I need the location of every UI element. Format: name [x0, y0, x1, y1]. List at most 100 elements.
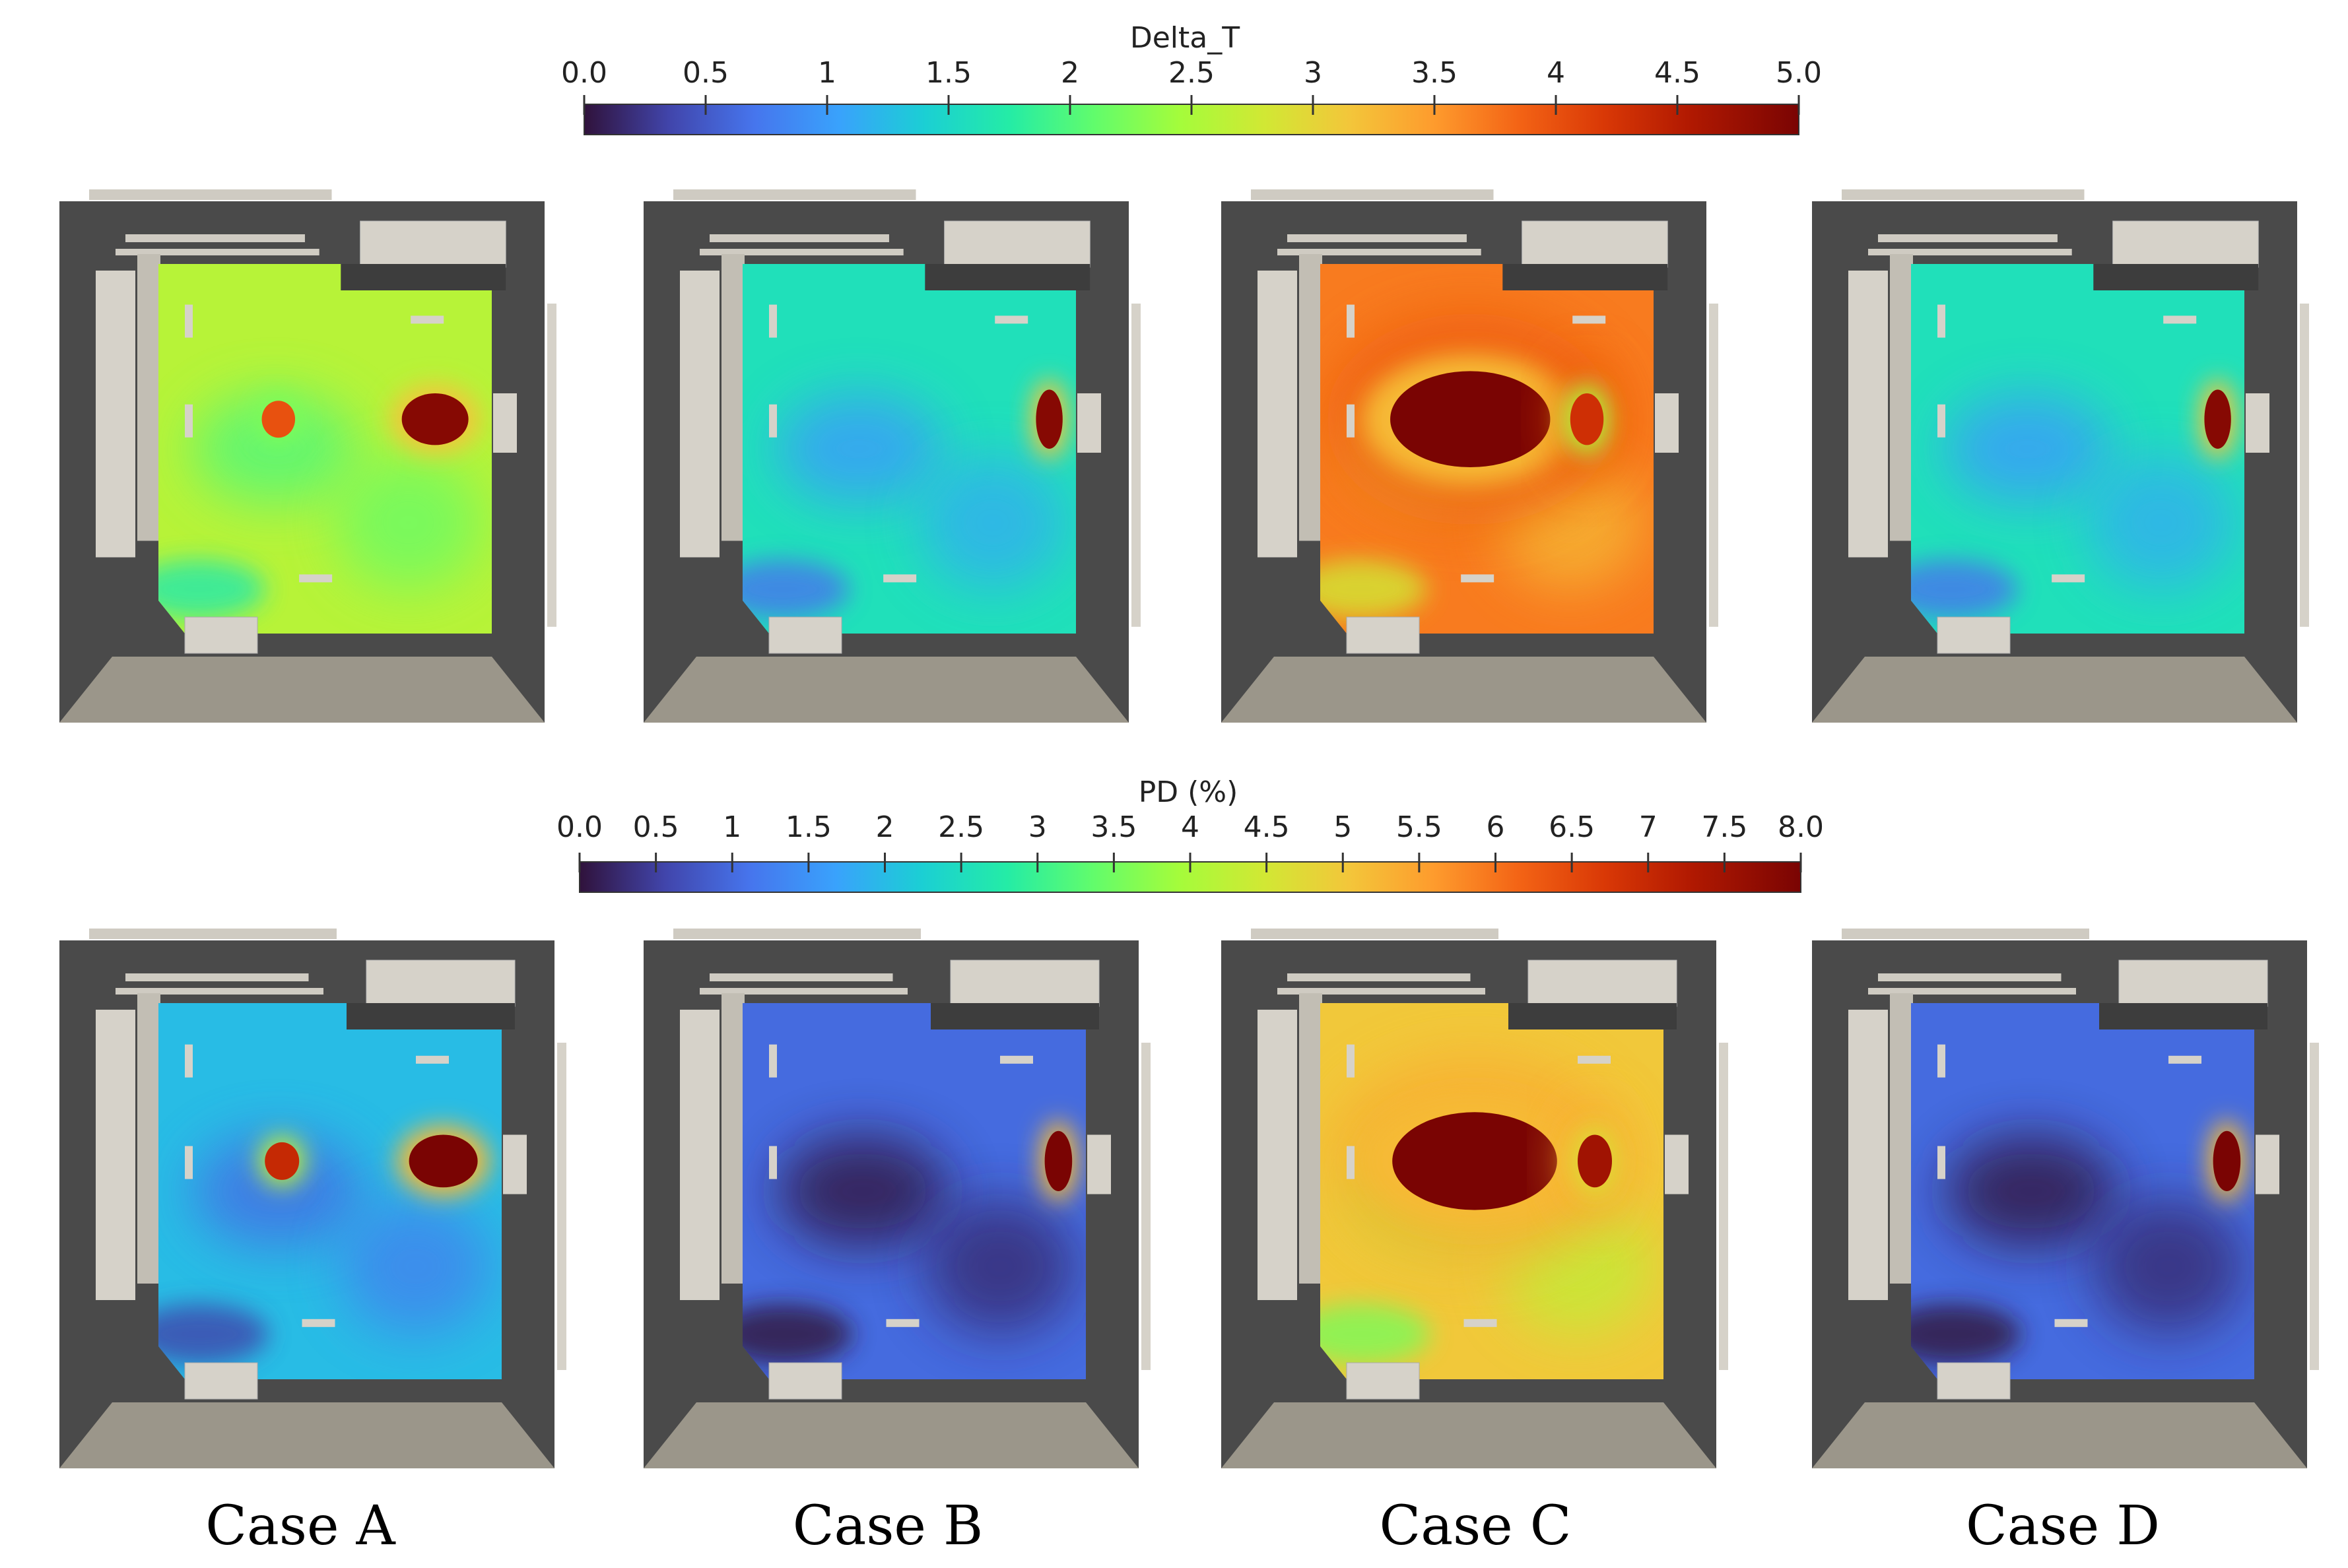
floor-box [184, 616, 258, 654]
ceiling-ledge [89, 929, 337, 939]
room-panel-c-pd [1221, 929, 1728, 1468]
room-floor-edge [644, 657, 1129, 723]
hotspot [1578, 1134, 1612, 1188]
floor-vent [1463, 1319, 1497, 1327]
temperature-field [1911, 264, 2244, 634]
ceiling-unit-shadow [347, 1003, 515, 1029]
floor-vent [2052, 574, 2085, 583]
ceiling-unit-shadow [925, 264, 1090, 290]
colorbar-tick-label: 4 [1547, 56, 1565, 90]
floor-box [1937, 616, 2011, 654]
field-variation [2087, 456, 2234, 589]
ceiling-ledge [116, 988, 323, 995]
door-handle [2256, 1134, 2279, 1194]
case-label-c: Case C [1379, 1495, 1571, 1557]
hotspot [401, 393, 469, 445]
room-floor-edge [1812, 657, 2297, 723]
door-handle [2246, 393, 2269, 453]
field-variation [191, 393, 358, 504]
ceiling-ledge [700, 988, 908, 995]
hotspot [1570, 393, 1604, 445]
ceiling-ledge [1277, 988, 1485, 995]
ceiling-ledge [1251, 189, 1494, 200]
left-cabinet [1258, 1010, 1297, 1300]
wall-vent [1937, 404, 1945, 438]
ceiling-ledge [1868, 249, 2072, 255]
colorbar-tick-label: 1.5 [925, 56, 972, 90]
room-panel-a-pd [59, 929, 566, 1468]
wall-vent [1347, 304, 1355, 338]
colorbar-tick-label: 6 [1487, 810, 1505, 844]
ceiling-ledge [1251, 929, 1498, 939]
field-variation [340, 1198, 492, 1334]
ceiling-unit [1527, 960, 1677, 1007]
ceiling-vent [416, 1055, 449, 1064]
colorbar-tick-label: 3 [1304, 56, 1322, 90]
ceiling-ledge [673, 189, 916, 200]
left-cabinet-side [721, 254, 745, 541]
right-panel [1709, 304, 1718, 627]
left-cabinet [680, 1010, 720, 1300]
field-variation [1944, 393, 2111, 504]
field-variation [776, 393, 943, 504]
ceiling-unit [366, 960, 516, 1007]
hotspot [2204, 389, 2231, 449]
door-handle [1665, 1134, 1689, 1194]
ceiling-ledge [710, 234, 889, 242]
room-panel-a-delta-t [59, 189, 556, 723]
ceiling-unit [2118, 960, 2268, 1007]
colorbar-tick-label: 8.0 [1778, 810, 1824, 844]
floor-box [1937, 1362, 2011, 1400]
colorbar-tick-label: 5.0 [1776, 56, 1822, 90]
colorbar-tick-label: 1.5 [786, 810, 832, 844]
colorbar-tick-label: 4.5 [1244, 810, 1290, 844]
left-cabinet [96, 1010, 135, 1300]
left-cabinet-side [1299, 993, 1322, 1284]
ceiling-ledge [1878, 973, 2062, 981]
left-cabinet-side [1890, 993, 1913, 1284]
field-variation [743, 560, 850, 619]
right-panel [557, 1043, 566, 1370]
wall-vent [1937, 1044, 1945, 1078]
field-variation [919, 456, 1066, 589]
ceiling-ledge [710, 973, 893, 981]
left-cabinet-side [137, 254, 160, 541]
field-variation [1911, 1304, 2021, 1365]
temperature-field [1320, 264, 1654, 634]
ceiling-ledge [1842, 929, 2089, 939]
colorbar-tick-label: 5.5 [1396, 810, 1442, 844]
ceiling-unit-shadow [2093, 264, 2259, 290]
right-panel [1131, 304, 1141, 627]
ceiling-vent [1578, 1055, 1611, 1064]
field-variation [1320, 1304, 1430, 1365]
ceiling-ledge [125, 973, 309, 981]
floor-vent [1461, 574, 1494, 583]
hotspot [265, 1142, 300, 1180]
colorbar-tick-label: 1 [818, 56, 836, 90]
left-cabinet [1258, 271, 1297, 558]
case-label-b: Case B [793, 1495, 984, 1557]
ceiling-unit [950, 960, 1100, 1007]
ceiling-ledge [125, 234, 305, 242]
room-panel-b-pd [644, 929, 1151, 1468]
ceiling-unit [360, 220, 506, 268]
right-panel [1719, 1043, 1728, 1370]
colorbar-tick-label: 2 [1061, 56, 1079, 90]
wall-vent [1347, 1044, 1355, 1078]
room-floor-edge [1221, 657, 1706, 723]
temperature-field [1911, 1003, 2254, 1379]
ceiling-unit-shadow [931, 1003, 1099, 1029]
colorbar-tick-label: 2.5 [938, 810, 984, 844]
wall-vent [1347, 1146, 1355, 1179]
colorbar-tick-label: 3.5 [1411, 56, 1458, 90]
field-variation [777, 1134, 949, 1248]
colorbar-tick-label: 1 [723, 810, 741, 844]
wall-vent [769, 304, 777, 338]
ceiling-ledge [1277, 249, 1481, 255]
room-panel-c-delta-t [1221, 189, 1718, 723]
room-floor-edge [59, 657, 545, 723]
room-floor-edge [59, 1402, 554, 1468]
ceiling-vent [2168, 1055, 2201, 1064]
wall-vent [185, 404, 193, 438]
door-handle [1655, 393, 1679, 453]
